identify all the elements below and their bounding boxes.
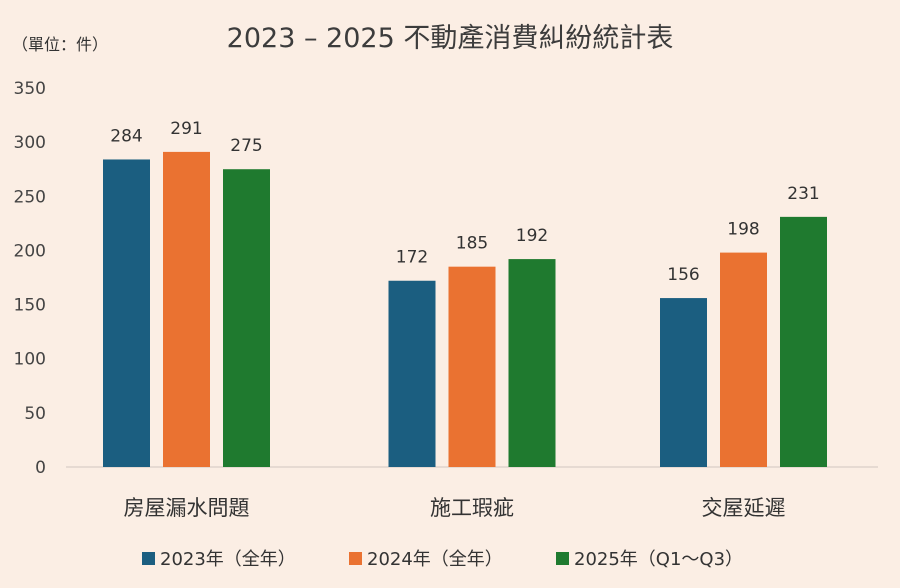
data-label: 291 <box>170 119 202 139</box>
legend-item-3: 2025年（Q1～Q3） <box>556 549 743 570</box>
y-tick-label: 100 <box>14 350 46 370</box>
data-label: 192 <box>516 226 548 246</box>
bar-3-3 <box>780 216 827 467</box>
series-2: 291 185 198 <box>163 119 767 468</box>
data-label: 275 <box>230 136 262 156</box>
data-label: 172 <box>396 248 428 268</box>
data-label: 231 <box>787 184 819 204</box>
bar-1-1 <box>103 159 150 467</box>
bar-3-1 <box>223 169 270 467</box>
bar-2-1 <box>163 151 210 468</box>
series-1: 284 172 156 <box>103 126 707 467</box>
bar-series-group: 284 172 156 291 185 198 275 192 231 <box>103 119 827 468</box>
data-label: 284 <box>110 126 142 146</box>
bar-2-2 <box>448 266 496 467</box>
y-tick-label: 250 <box>14 187 46 207</box>
data-label: 198 <box>727 220 759 240</box>
bar-3-2 <box>508 259 556 467</box>
bar-1-2 <box>388 280 436 467</box>
legend-label: 2024年（全年） <box>367 549 503 570</box>
y-tick-label: 200 <box>14 241 46 261</box>
y-tick-label: 50 <box>24 404 46 424</box>
bar-2-3 <box>720 252 767 467</box>
data-label: 185 <box>456 234 488 254</box>
y-tick-label: 150 <box>14 296 46 316</box>
category-label: 交屋延遲 <box>702 496 786 520</box>
y-tick-label: 350 <box>14 79 46 99</box>
series-3: 275 192 231 <box>223 136 827 467</box>
legend-item-1: 2023年（全年） <box>142 549 296 570</box>
legend-swatch <box>349 552 362 565</box>
category-label: 施工瑕疵 <box>430 496 514 520</box>
x-axis-categories: 房屋漏水問題 施工瑕疵 交屋延遲 <box>124 496 786 520</box>
y-axis: 0 50 100 150 200 250 300 350 <box>14 79 46 478</box>
legend: 2023年（全年） 2024年（全年） 2025年（Q1～Q3） <box>142 549 743 570</box>
y-tick-label: 300 <box>14 133 46 153</box>
y-tick-label: 0 <box>35 458 46 478</box>
category-label: 房屋漏水問題 <box>124 496 250 520</box>
legend-label: 2023年（全年） <box>160 549 296 570</box>
bar-1-3 <box>660 298 707 467</box>
unit-label: （單位：件） <box>12 35 108 54</box>
legend-label: 2025年（Q1～Q3） <box>574 549 743 570</box>
legend-item-2: 2024年（全年） <box>349 549 503 570</box>
data-label: 156 <box>667 265 699 285</box>
legend-swatch <box>556 552 569 565</box>
legend-swatch <box>142 552 155 565</box>
chart-title: 2023 – 2025 不動產消費糾紛統計表 <box>227 23 674 54</box>
